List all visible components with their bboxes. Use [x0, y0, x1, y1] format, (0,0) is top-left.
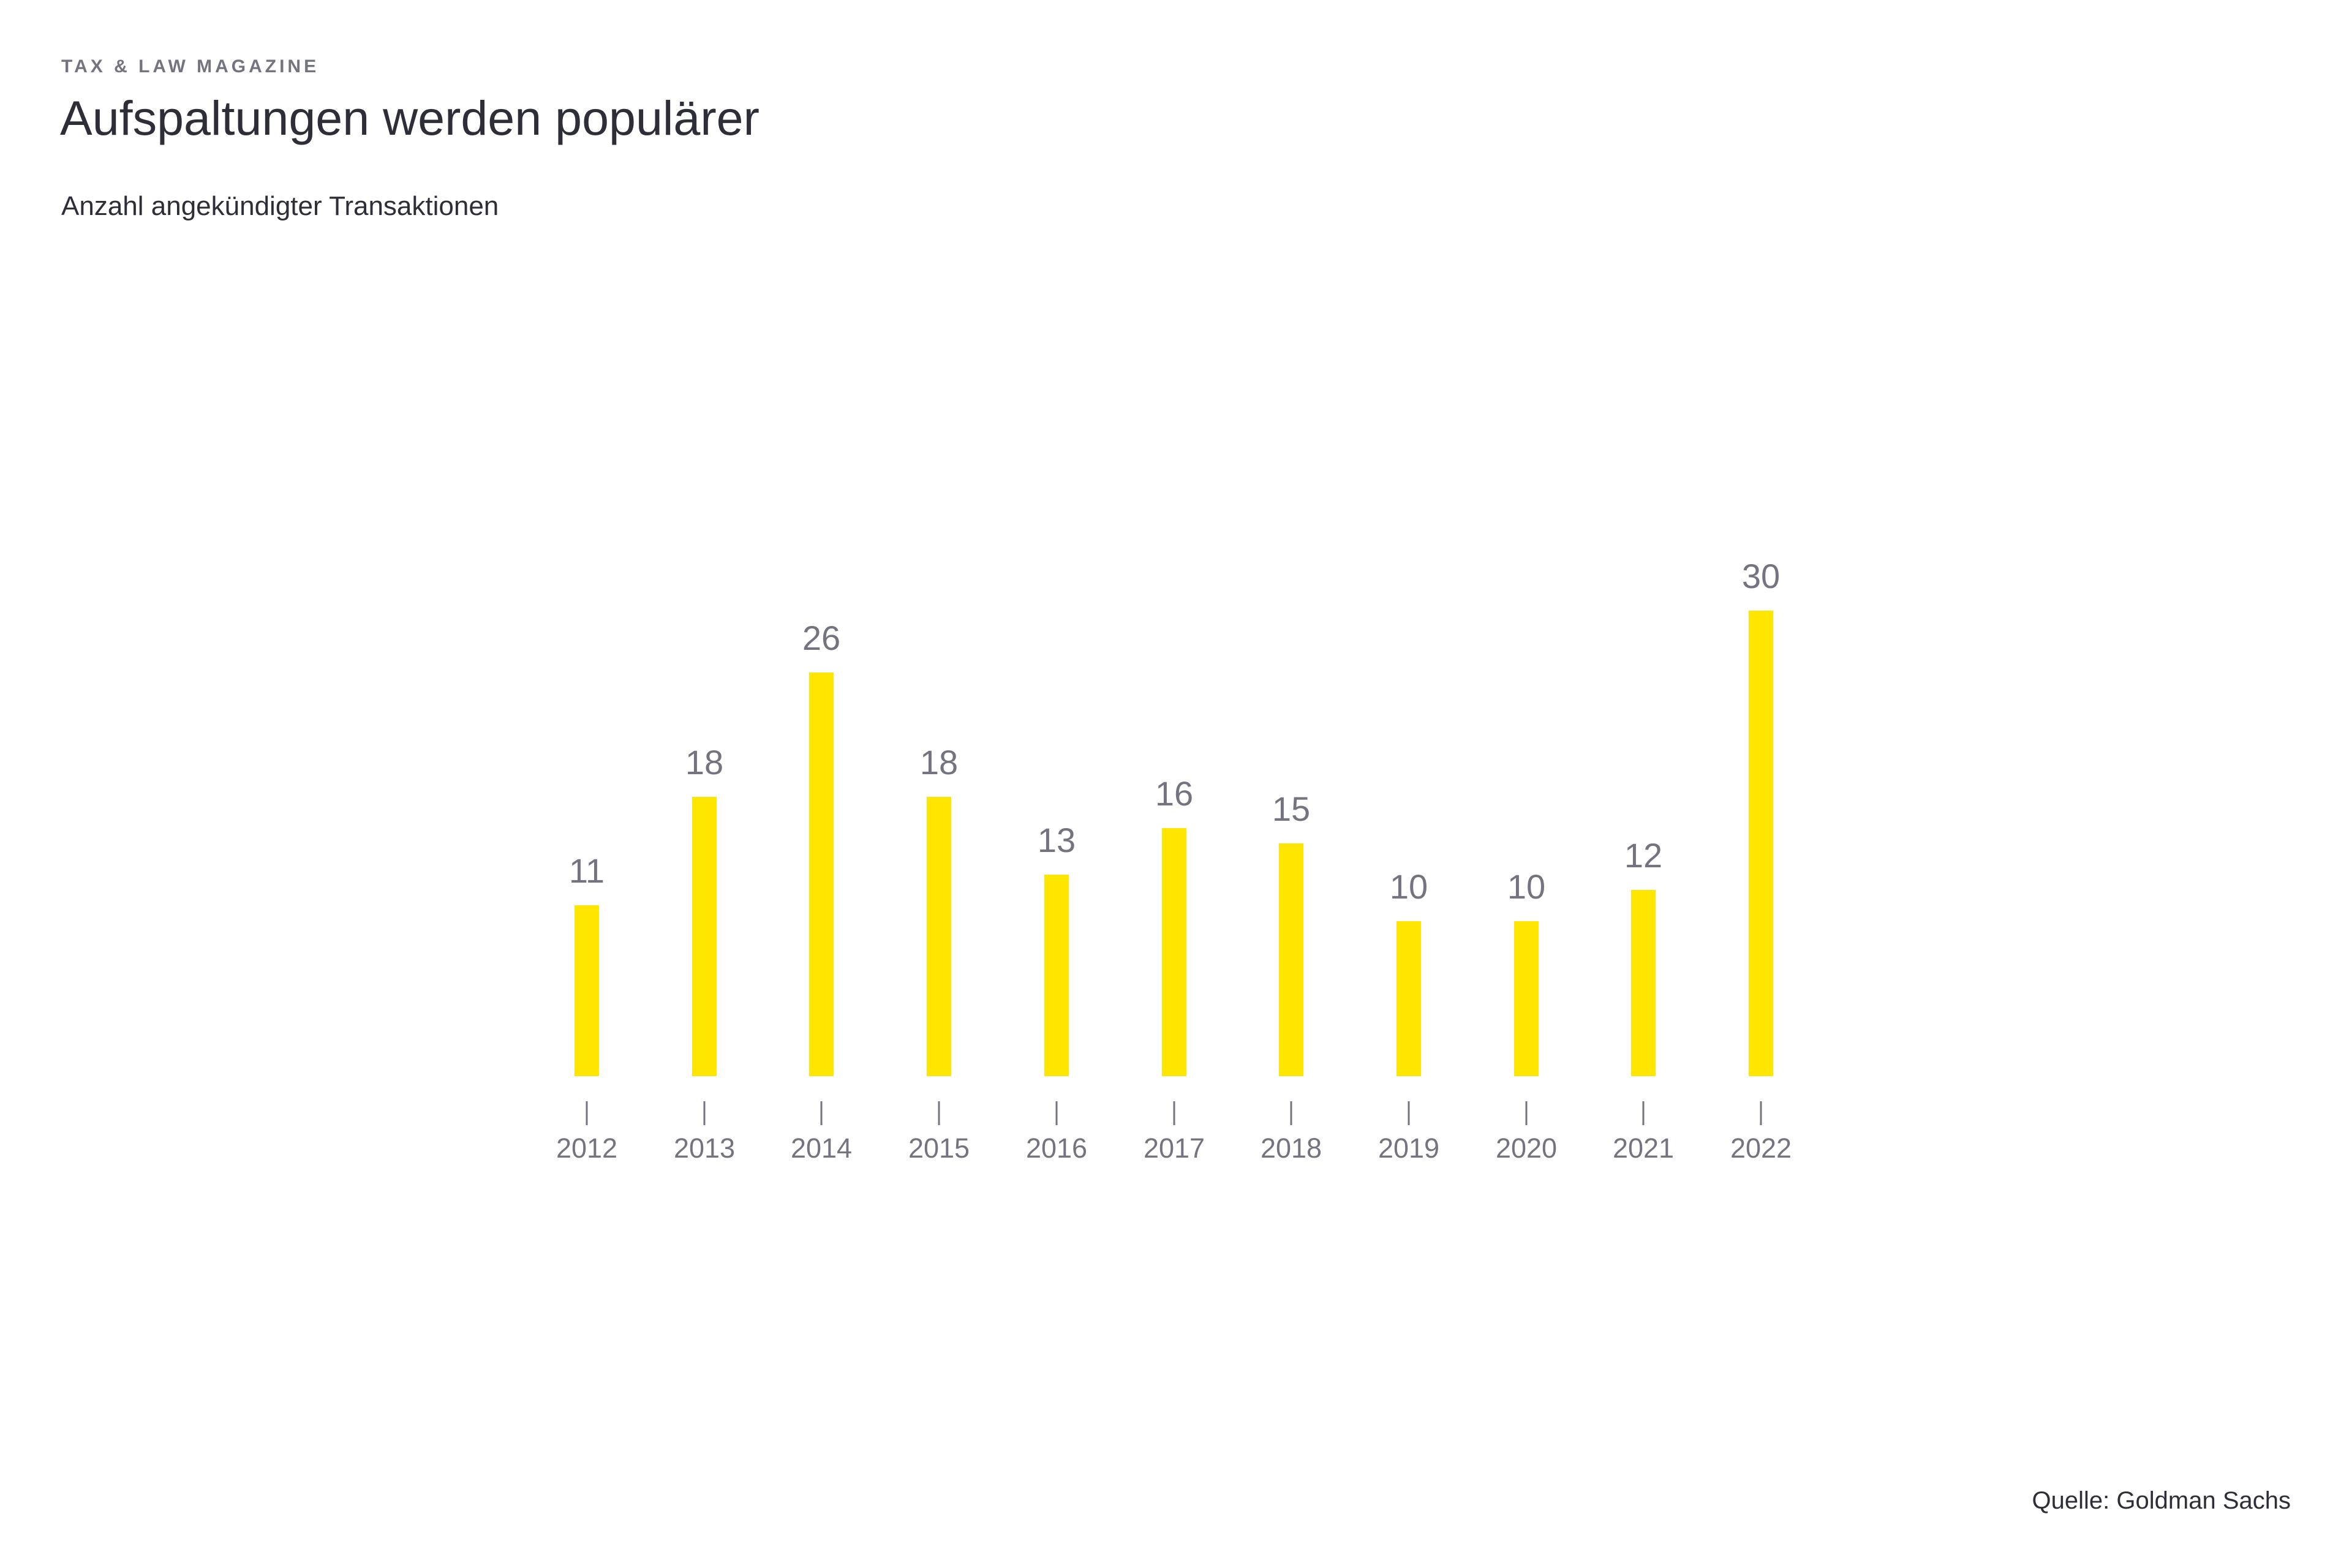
bar-value-label: 18 [685, 743, 724, 782]
axis-tick [586, 1101, 588, 1125]
bar-group-2019: 10 2019 [1350, 0, 1468, 1200]
bar-group-2021: 12 2021 [1585, 0, 1702, 1200]
bar-2021 [1631, 890, 1656, 1076]
bar-value-label: 12 [1624, 836, 1663, 875]
axis-tick [1525, 1101, 1528, 1125]
axis-tick [1290, 1101, 1292, 1125]
bar-value-label: 10 [1389, 867, 1428, 906]
bar-2014 [809, 673, 834, 1076]
bar-chart-plot-area: 11 2012 18 2013 26 2014 18 2015 13 2016 16 2017 15 20… [528, 0, 1820, 1200]
bar-value-label: 16 [1155, 774, 1194, 813]
bar-group-2022: 30 2022 [1702, 0, 1820, 1200]
bar-value-label: 13 [1037, 821, 1076, 859]
bar-value-label: 26 [802, 619, 841, 657]
x-axis-label: 2015 [908, 1133, 970, 1164]
magazine-eyebrow: TAX & LAW MAGAZINE [61, 56, 320, 77]
bar-group-2020: 10 2020 [1468, 0, 1585, 1200]
bar-value-label: 18 [919, 743, 959, 782]
x-axis-label: 2019 [1378, 1133, 1440, 1164]
bar-group-2016: 13 2016 [998, 0, 1115, 1200]
bar-value-label: 10 [1507, 867, 1546, 906]
bar-2019 [1396, 921, 1421, 1076]
page-title: Aufspaltungen werden populärer [60, 91, 760, 145]
bar-2017 [1162, 828, 1186, 1076]
source-credit: Quelle: Goldman Sachs [2032, 1487, 2291, 1514]
bar-group-2015: 18 2015 [880, 0, 998, 1200]
bar-2012 [575, 905, 599, 1076]
axis-tick [1760, 1101, 1762, 1125]
bar-2020 [1514, 921, 1539, 1076]
x-axis-label: 2013 [673, 1133, 736, 1164]
bar-group-2013: 18 2013 [646, 0, 763, 1200]
x-axis-label: 2016 [1025, 1133, 1088, 1164]
x-axis-label: 2017 [1143, 1133, 1205, 1164]
bar-2013 [692, 797, 717, 1076]
x-axis-label: 2014 [790, 1133, 853, 1164]
x-axis-label: 2022 [1730, 1133, 1792, 1164]
x-axis-label: 2021 [1612, 1133, 1675, 1164]
bar-group-2012: 11 2012 [528, 0, 646, 1200]
bar-group-2014: 26 2014 [763, 0, 880, 1200]
x-axis-label: 2012 [556, 1133, 618, 1164]
chart-subtitle: Anzahl angekündigter Transaktionen [61, 191, 499, 221]
axis-tick [1055, 1101, 1058, 1125]
axis-tick [1642, 1101, 1645, 1125]
x-axis-label: 2020 [1495, 1133, 1558, 1164]
axis-tick [820, 1101, 823, 1125]
bar-group-2018: 15 2018 [1232, 0, 1350, 1200]
axis-tick [1173, 1101, 1175, 1125]
bar-2015 [927, 797, 951, 1076]
bar-group-2017: 16 2017 [1115, 0, 1233, 1200]
bar-value-label: 11 [568, 851, 605, 890]
bar-2022 [1749, 611, 1773, 1076]
bar-value-label: 30 [1741, 557, 1781, 595]
axis-tick [703, 1101, 706, 1125]
x-axis-label: 2018 [1260, 1133, 1322, 1164]
bar-2018 [1279, 843, 1303, 1076]
axis-tick [1408, 1101, 1410, 1125]
bar-value-label: 15 [1272, 790, 1311, 828]
axis-tick [938, 1101, 940, 1125]
bar-2016 [1044, 875, 1069, 1076]
